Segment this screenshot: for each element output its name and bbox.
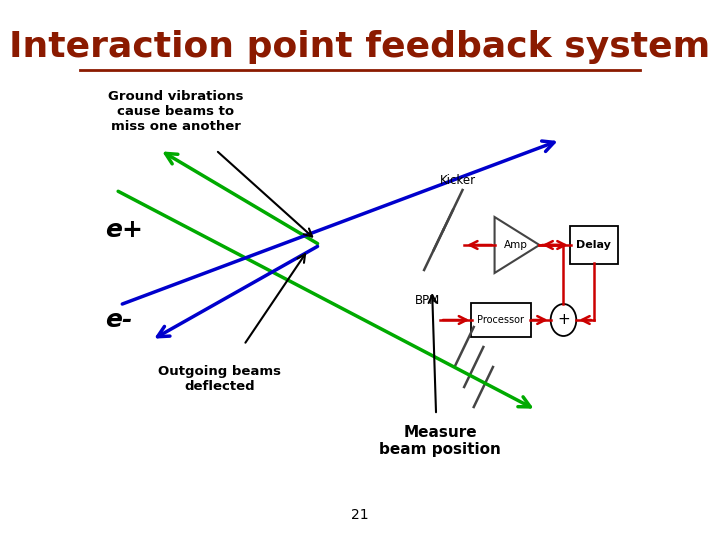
Text: Outgoing beams
deflected: Outgoing beams deflected [158,365,282,393]
Text: Delay: Delay [577,240,611,250]
FancyBboxPatch shape [570,226,618,264]
Text: Processor: Processor [477,315,524,325]
Text: Ground vibrations
cause beams to
miss one another: Ground vibrations cause beams to miss on… [108,90,243,133]
FancyBboxPatch shape [472,303,531,337]
Text: Amp: Amp [503,240,527,250]
Text: Measure
beam position: Measure beam position [379,425,501,457]
Text: +: + [557,313,570,327]
Text: e-: e- [105,308,132,332]
Text: BPM: BPM [415,294,440,307]
Text: e+: e+ [105,218,143,242]
Text: 21: 21 [351,508,369,522]
Text: Interaction point feedback system: Interaction point feedback system [9,30,711,64]
Text: Kicker: Kicker [440,173,476,186]
